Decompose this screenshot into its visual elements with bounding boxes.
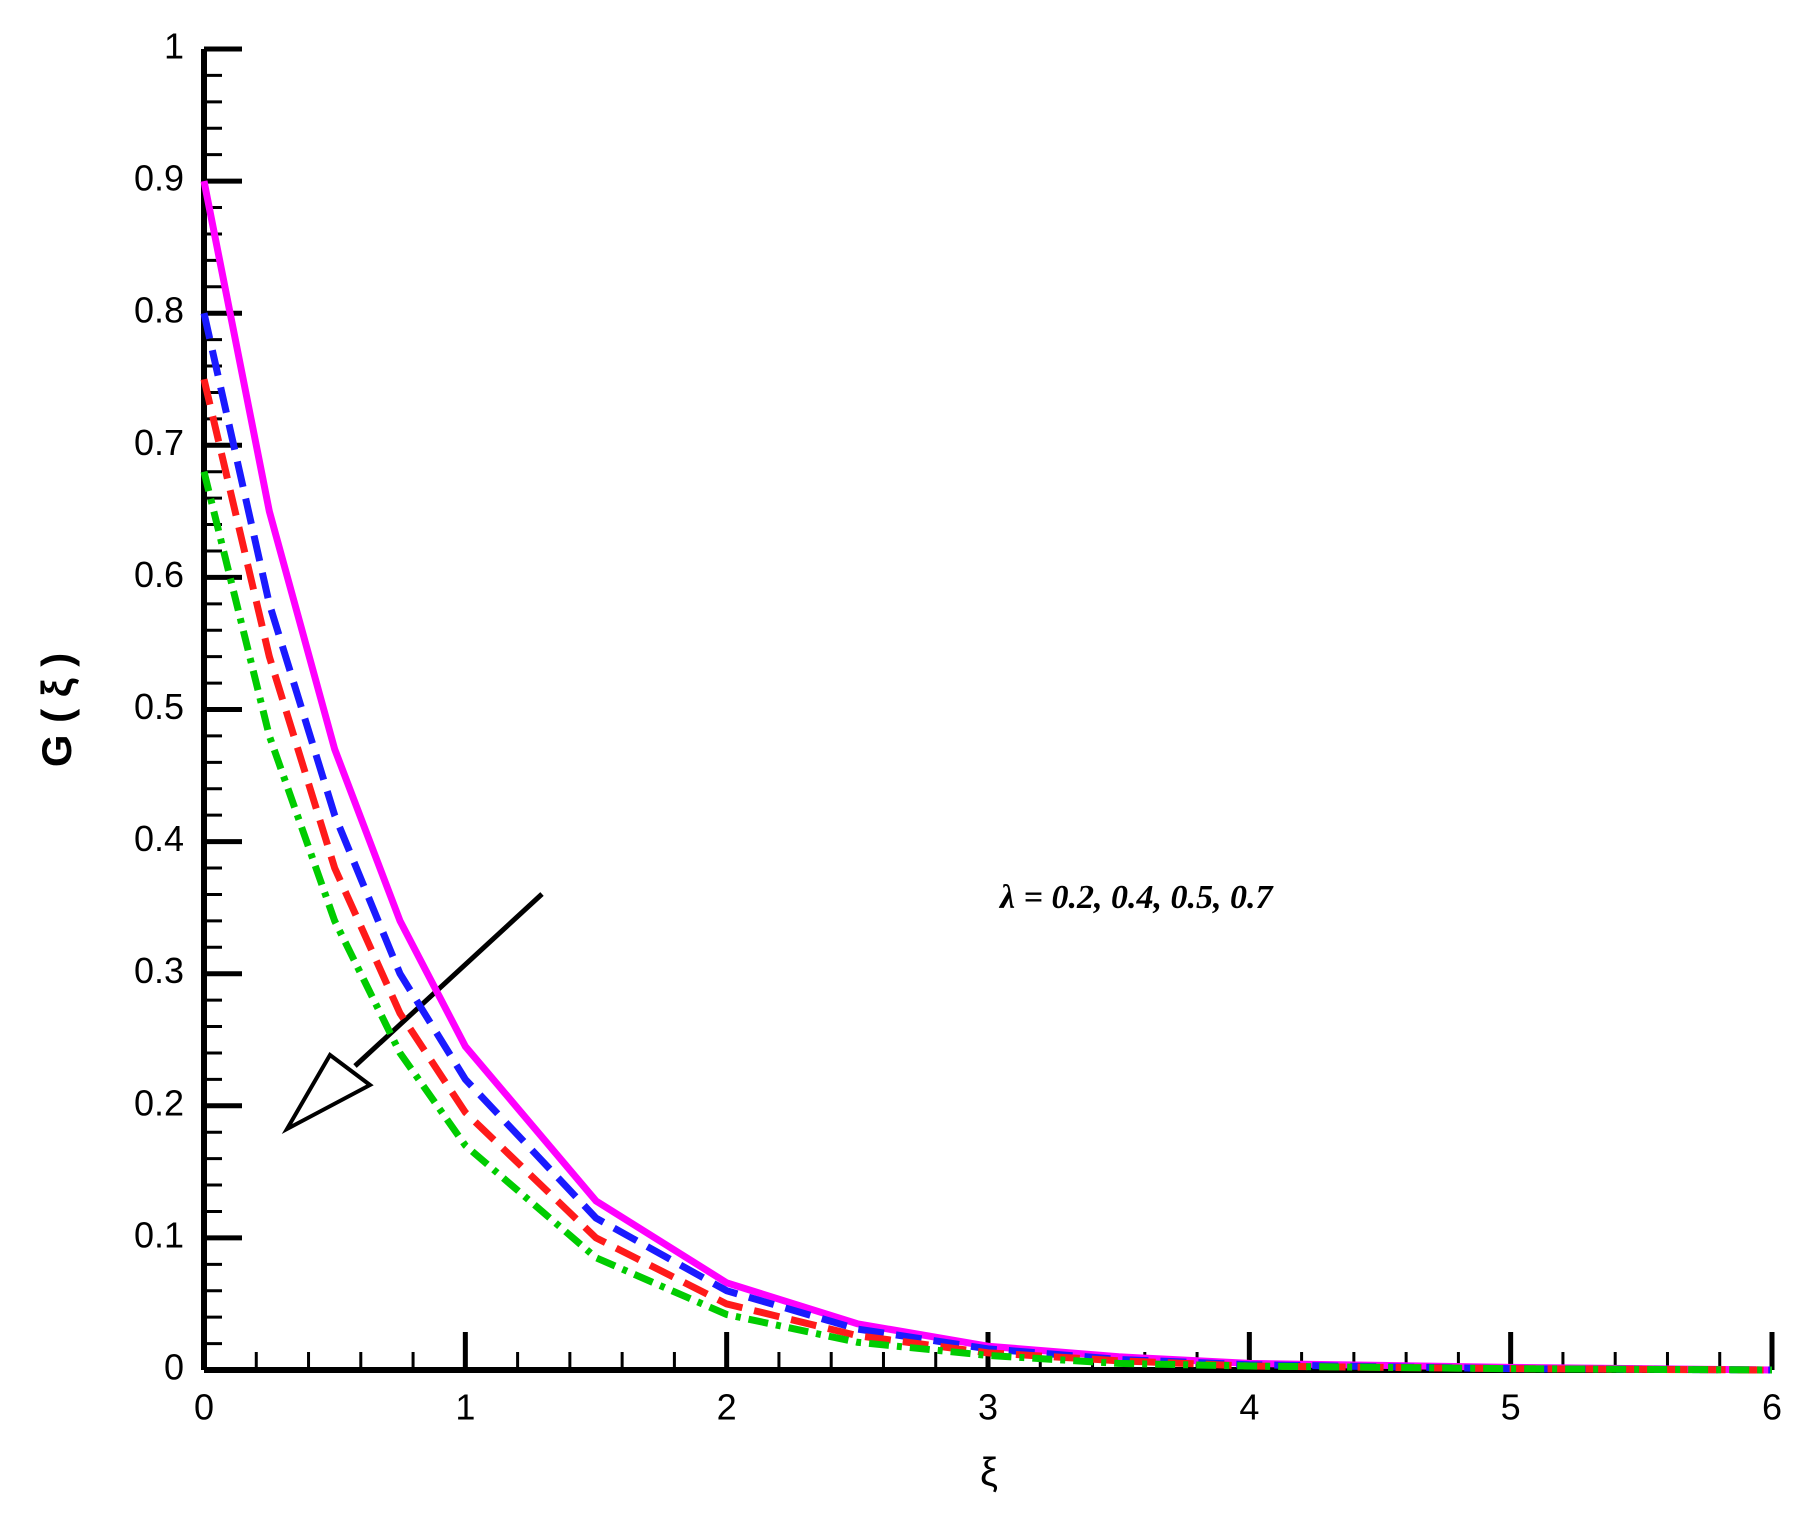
x-tick-label: 2	[717, 1387, 737, 1428]
x-axis-label: ξ	[980, 1451, 998, 1495]
y-tick-label: 0.7	[134, 422, 184, 463]
x-tick-label: 3	[978, 1387, 998, 1428]
series-line	[200, 378, 1773, 1374]
y-tick-label: 0.5	[134, 686, 184, 727]
annotation: λ = 0.2, 0.4, 0.5, 0.7	[998, 879, 1274, 916]
y-tick-label: 0.4	[134, 818, 184, 859]
y-tick-label: 0.3	[134, 950, 184, 991]
y-tick-label: 0.1	[134, 1214, 184, 1255]
series-line	[200, 180, 1773, 1374]
x-tick-label: 6	[1762, 1387, 1782, 1428]
x-tick-label: 4	[1239, 1387, 1259, 1428]
y-tick-label: 0	[164, 1347, 184, 1388]
y-tick-label: 1	[164, 26, 184, 67]
x-tick-label: 0	[194, 1387, 214, 1428]
y-tick-label: 0.9	[134, 158, 184, 199]
series-line	[200, 312, 1773, 1374]
y-tick-label: 0.6	[134, 554, 184, 595]
y-tick-label: 0.8	[134, 290, 184, 331]
x-tick-label: 1	[455, 1387, 475, 1428]
y-axis-label: G ( ξ )	[33, 653, 80, 767]
y-tick-label: 0.2	[134, 1082, 184, 1123]
x-tick-label: 5	[1501, 1387, 1521, 1428]
arrow	[281, 892, 544, 1135]
series-line	[200, 470, 1773, 1374]
